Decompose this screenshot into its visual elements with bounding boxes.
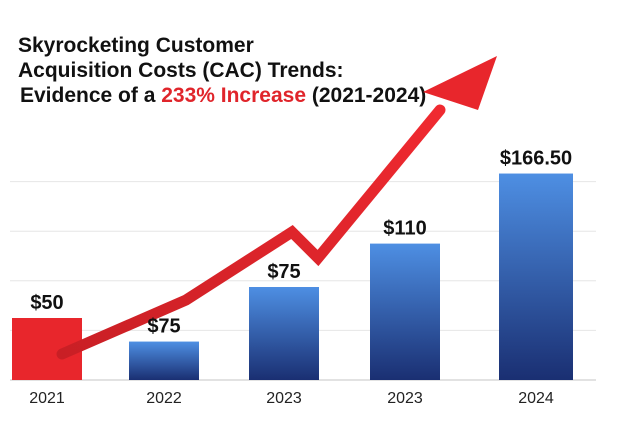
title-highlight: 233% Increase [161, 84, 306, 107]
data-label-3: $75 [267, 261, 300, 283]
data-label-5: $166.50 [500, 148, 572, 170]
trend-arrow [56, 56, 497, 360]
x-axis: 2021 2022 2023 2023 2024 [29, 390, 554, 407]
x-tick-label-4: 2023 [387, 390, 423, 407]
data-label-1: $50 [30, 292, 63, 314]
trend-arrow-head [423, 56, 497, 110]
bar-4 [370, 243, 440, 380]
x-tick-label-5: 2024 [518, 390, 554, 407]
x-tick-label-3: 2023 [266, 390, 302, 407]
title-line-1: Skyrocketing Customer [18, 34, 254, 57]
data-labels: $50 $75 $75 $110 $166.50 [30, 148, 572, 338]
bar-2 [129, 341, 199, 380]
title-line-3: Evidence of a 233% Increase (2021-2024) [20, 84, 426, 107]
trend-arrow-body [56, 104, 446, 360]
title-line-3-prefix: Evidence of a [20, 84, 161, 107]
title-line-3-suffix: (2021-2024) [312, 84, 426, 107]
bars [12, 173, 573, 380]
x-tick-label-2: 2022 [146, 390, 182, 407]
title-line-2: Acquisition Costs (CAC) Trends: [18, 59, 344, 82]
data-label-4: $110 [383, 218, 426, 240]
bar-3 [249, 287, 319, 380]
chart-title: Skyrocketing Customer Acquisition Costs … [18, 34, 426, 107]
bar-5 [499, 173, 573, 380]
x-tick-label-1: 2021 [29, 390, 65, 407]
data-label-2: $75 [147, 316, 180, 338]
